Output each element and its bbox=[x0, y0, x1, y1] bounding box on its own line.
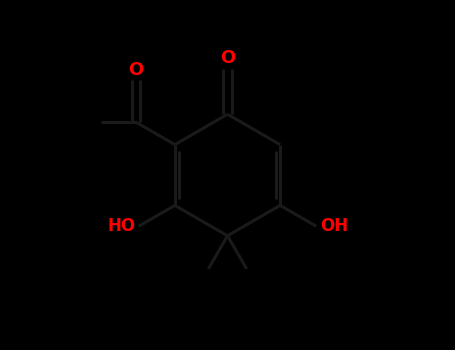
Text: OH: OH bbox=[320, 217, 348, 235]
Text: HO: HO bbox=[107, 217, 135, 235]
Text: O: O bbox=[128, 61, 143, 79]
Text: O: O bbox=[220, 49, 235, 67]
